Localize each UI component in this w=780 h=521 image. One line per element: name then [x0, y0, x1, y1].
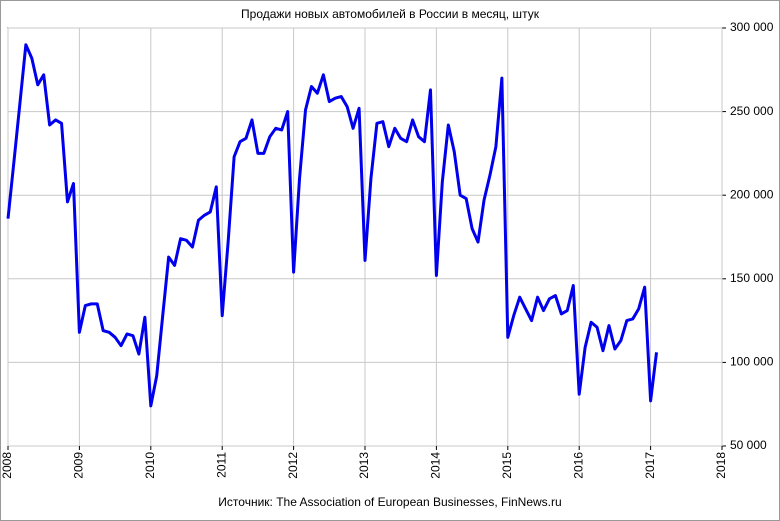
x-tick-label: 2013 [357, 452, 371, 479]
y-tick-label: 300 000 [730, 20, 774, 34]
y-tick-label: 50 000 [730, 438, 767, 452]
source: Источник: The Association of European Bu… [218, 495, 561, 509]
x-tick-label: 2011 [214, 452, 228, 478]
y-tick-label: 250 000 [730, 104, 774, 118]
x-tick-label: 2014 [429, 452, 443, 479]
y-tick-label: 200 000 [730, 187, 774, 201]
x-tick-label: 2018 [714, 452, 728, 479]
x-tick-label: 2009 [72, 452, 86, 479]
x-tick-label: 2016 [571, 452, 585, 479]
y-tick-label: 100 000 [730, 355, 774, 369]
x-tick-label: 2015 [500, 452, 514, 479]
chart-title: Продажи новых автомобилей в России в мес… [241, 7, 540, 21]
data-line [6, 43, 659, 408]
x-tick-label: 2008 [0, 452, 14, 479]
x-tick-label: 2010 [143, 452, 157, 479]
x-tick-label: 2012 [286, 452, 300, 479]
y-tick-label: 150 000 [730, 271, 774, 285]
x-tick-label: 2017 [643, 452, 657, 479]
